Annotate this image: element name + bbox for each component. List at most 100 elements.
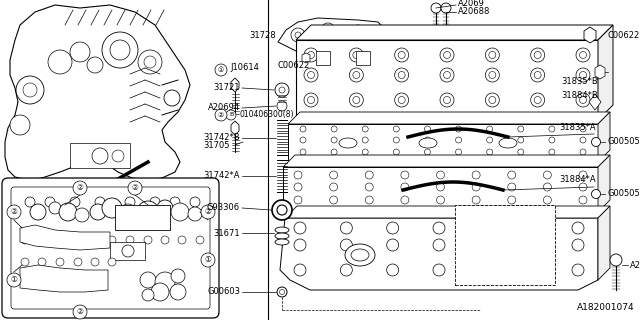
Circle shape [395, 48, 409, 62]
Circle shape [10, 115, 30, 135]
Circle shape [170, 197, 180, 207]
Ellipse shape [419, 138, 437, 148]
Circle shape [486, 126, 493, 132]
Bar [316, 51, 330, 65]
Ellipse shape [499, 138, 517, 148]
Circle shape [325, 27, 331, 33]
Circle shape [353, 52, 360, 59]
Circle shape [294, 239, 306, 251]
Circle shape [171, 269, 185, 283]
Bar [283, 167, 598, 212]
Polygon shape [280, 218, 598, 290]
Text: 010406300(8): 010406300(8) [239, 110, 294, 119]
Circle shape [401, 171, 409, 179]
Circle shape [294, 196, 302, 204]
Circle shape [387, 264, 399, 276]
Circle shape [472, 183, 480, 191]
Polygon shape [598, 206, 610, 280]
FancyBboxPatch shape [2, 178, 219, 318]
Ellipse shape [345, 244, 375, 266]
Circle shape [307, 97, 314, 103]
Circle shape [576, 48, 590, 62]
Circle shape [74, 258, 82, 266]
Circle shape [518, 149, 524, 155]
Text: 31742*A: 31742*A [204, 172, 240, 180]
Circle shape [543, 183, 552, 191]
Circle shape [142, 289, 154, 301]
Bar [288, 124, 598, 162]
Circle shape [349, 48, 364, 62]
Bar [115, 205, 170, 230]
Circle shape [307, 71, 314, 78]
Circle shape [365, 183, 373, 191]
Circle shape [30, 204, 46, 220]
Circle shape [7, 205, 21, 219]
Circle shape [45, 197, 55, 207]
Circle shape [38, 258, 46, 266]
Circle shape [295, 32, 301, 38]
Circle shape [48, 50, 72, 74]
Circle shape [351, 25, 365, 39]
Circle shape [456, 126, 461, 132]
Circle shape [95, 197, 105, 207]
Text: ①: ① [205, 255, 211, 265]
Circle shape [398, 71, 405, 78]
Circle shape [572, 264, 584, 276]
Circle shape [23, 83, 37, 97]
Circle shape [21, 258, 29, 266]
Circle shape [331, 137, 337, 143]
Circle shape [73, 305, 87, 319]
Circle shape [331, 149, 337, 155]
Circle shape [112, 150, 124, 162]
Circle shape [161, 236, 169, 244]
Circle shape [178, 236, 186, 244]
Circle shape [294, 264, 306, 276]
Circle shape [580, 126, 586, 132]
Circle shape [304, 93, 318, 107]
Circle shape [75, 208, 89, 222]
Circle shape [7, 273, 21, 287]
Circle shape [440, 93, 454, 107]
Circle shape [424, 149, 431, 155]
Circle shape [456, 149, 461, 155]
Polygon shape [288, 112, 610, 124]
Text: A20688: A20688 [458, 7, 490, 17]
Circle shape [280, 290, 285, 294]
Circle shape [330, 171, 338, 179]
Text: A20694: A20694 [208, 103, 240, 113]
Circle shape [279, 87, 285, 93]
Circle shape [398, 52, 405, 59]
Bar [455, 205, 555, 285]
Text: G00505: G00505 [607, 189, 640, 198]
Circle shape [188, 207, 202, 221]
Circle shape [489, 52, 496, 59]
Circle shape [518, 137, 524, 143]
Bar [70, 143, 130, 168]
Polygon shape [302, 53, 310, 63]
Polygon shape [285, 206, 610, 218]
Circle shape [489, 71, 496, 78]
Circle shape [572, 222, 584, 234]
Circle shape [196, 236, 204, 244]
Circle shape [304, 48, 318, 62]
Circle shape [277, 205, 287, 215]
Circle shape [277, 101, 287, 111]
Text: ②: ② [77, 183, 83, 193]
Circle shape [591, 189, 600, 198]
Text: 31835*B: 31835*B [561, 77, 598, 86]
Text: 31705: 31705 [204, 140, 230, 149]
Circle shape [362, 137, 368, 143]
Circle shape [340, 264, 353, 276]
Polygon shape [595, 65, 605, 79]
Circle shape [353, 71, 360, 78]
Circle shape [398, 97, 405, 103]
Circle shape [579, 196, 587, 204]
Text: ②: ② [77, 308, 83, 316]
Circle shape [534, 71, 541, 78]
Circle shape [349, 68, 364, 82]
Circle shape [479, 264, 492, 276]
Circle shape [90, 204, 106, 220]
Circle shape [170, 284, 186, 300]
Circle shape [401, 183, 409, 191]
Circle shape [144, 236, 152, 244]
